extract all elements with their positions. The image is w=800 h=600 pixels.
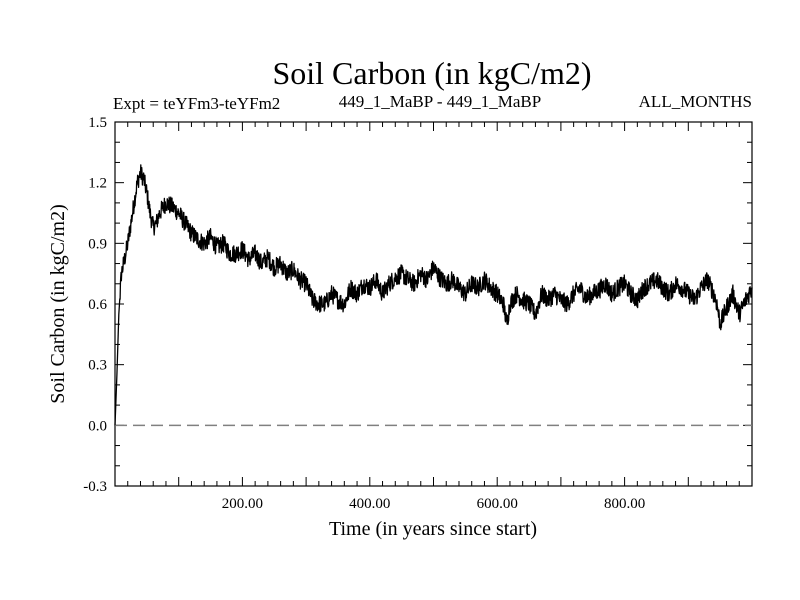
y-tick-label: 0.3 xyxy=(88,358,107,374)
y-tick-label: 1.5 xyxy=(88,115,107,131)
x-tick-label: 800.00 xyxy=(604,496,645,512)
y-tick-label: 1.2 xyxy=(88,176,107,192)
y-axis: -0.3 0.0 0.3 0.6 0.9 1.2 1.5 xyxy=(83,115,752,495)
x-tick-label: 400.00 xyxy=(349,496,390,512)
series-line xyxy=(114,164,753,426)
series-group xyxy=(114,164,753,426)
x-axis: 200.00 400.00 600.00 800.00 xyxy=(127,122,740,512)
run-label: 449_1_MaBP - 449_1_MaBP xyxy=(339,92,541,111)
x-tick-label: 600.00 xyxy=(477,496,518,512)
y-tick-label: 0.0 xyxy=(88,418,107,434)
months-label: ALL_MONTHS xyxy=(639,92,752,111)
y-tick-label: 0.6 xyxy=(88,297,107,313)
chart-title: Soil Carbon (in kgC/m2) xyxy=(272,55,591,91)
y-axis-label: Soil Carbon (in kgC/m2) xyxy=(47,204,69,403)
x-tick-label: 200.00 xyxy=(222,496,263,512)
y-tick-label: 0.9 xyxy=(88,236,107,252)
x-axis-label: Time (in years since start) xyxy=(329,518,537,540)
experiment-label: Expt = teYFm3-teYFm2 xyxy=(113,94,280,113)
plot-frame xyxy=(114,121,753,487)
y-tick-label: -0.3 xyxy=(83,479,107,495)
